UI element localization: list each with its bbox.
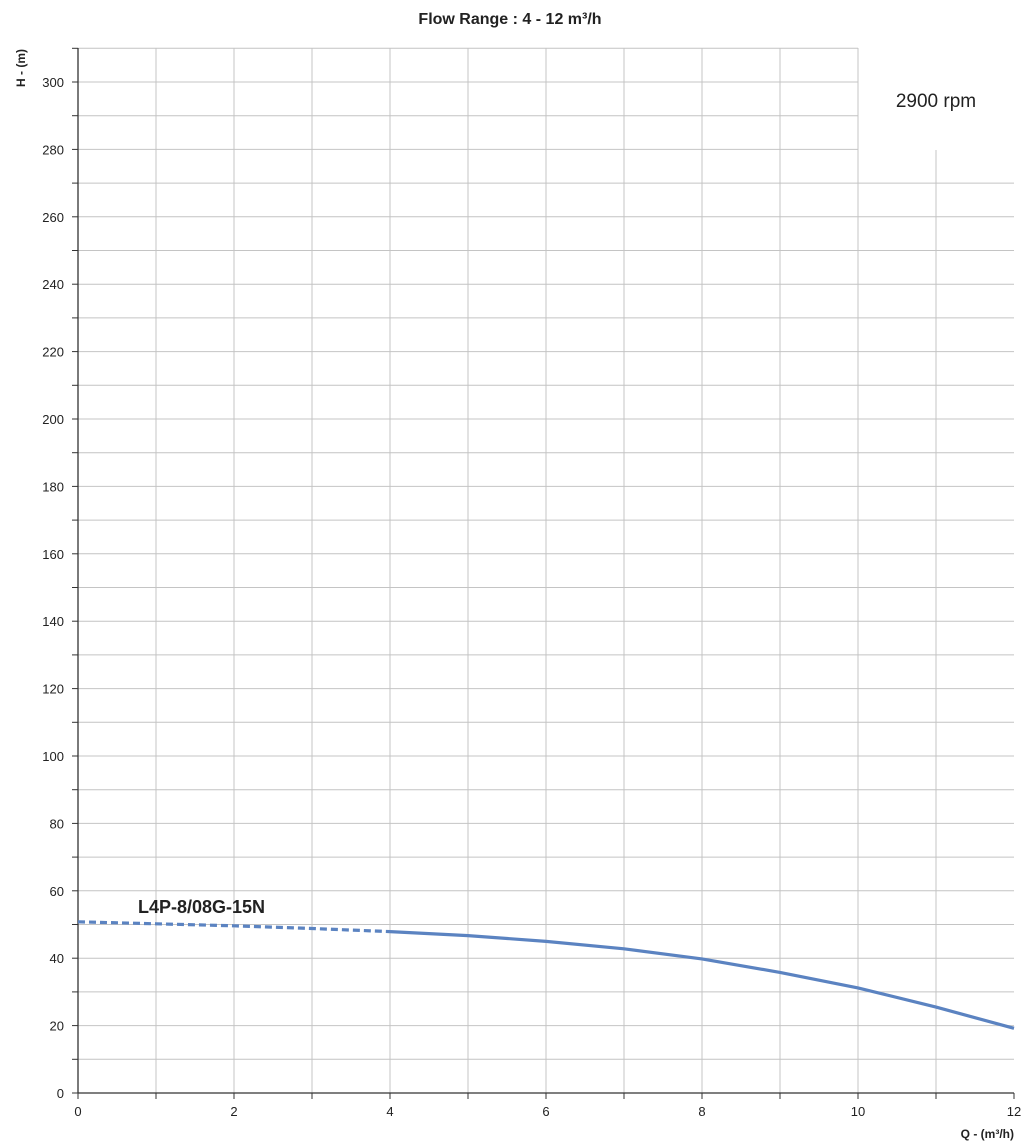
y-tick-label: 160: [42, 547, 64, 562]
y-tick-label: 300: [42, 75, 64, 90]
x-tick-label: 8: [698, 1104, 705, 1119]
tick-labels: 0 2 4 6 8 10 120204060801001201401601802002202…: [42, 75, 1021, 1119]
x-tick-label: 6: [542, 1104, 549, 1119]
y-tick-label: 40: [50, 951, 64, 966]
y-tick-label: 220: [42, 345, 64, 360]
x-tick-label: 10: [851, 1104, 865, 1119]
series-line-dashed: [77, 920, 391, 934]
series-label: L4P-8/08G-15N: [138, 897, 265, 917]
y-axis-title: H - (m): [14, 49, 28, 87]
y-tick-label: 120: [42, 682, 64, 697]
y-tick-label: 60: [50, 884, 64, 899]
x-tick-label: 0: [74, 1104, 81, 1119]
y-tick-label: 240: [42, 277, 64, 292]
x-tick-label: 12: [1007, 1104, 1021, 1119]
x-tick-label: 4: [386, 1104, 393, 1119]
grid: [78, 47, 1014, 1093]
x-tick-label: 2: [230, 1104, 237, 1119]
axes: [72, 47, 1015, 1099]
y-tick-label: 20: [50, 1019, 64, 1034]
y-tick-label: 180: [42, 479, 64, 494]
rpm-box: [859, 48, 1014, 150]
series-line-solid: [389, 930, 1015, 1030]
y-tick-label: 260: [42, 210, 64, 225]
y-tick-label: 280: [42, 142, 64, 157]
y-tick-label: 100: [42, 749, 64, 764]
y-tick-label: 140: [42, 614, 64, 629]
rpm-annotation: 2900 rpm: [896, 91, 976, 112]
chart-title: Flow Range : 4 - 12 m³/h: [418, 11, 601, 28]
series-group: [77, 920, 1015, 1030]
y-tick-label: 80: [50, 816, 64, 831]
y-tick-label: 200: [42, 412, 64, 427]
x-axis-title: Q - (m³/h): [961, 1127, 1014, 1141]
y-tick-label: 0: [57, 1086, 64, 1101]
